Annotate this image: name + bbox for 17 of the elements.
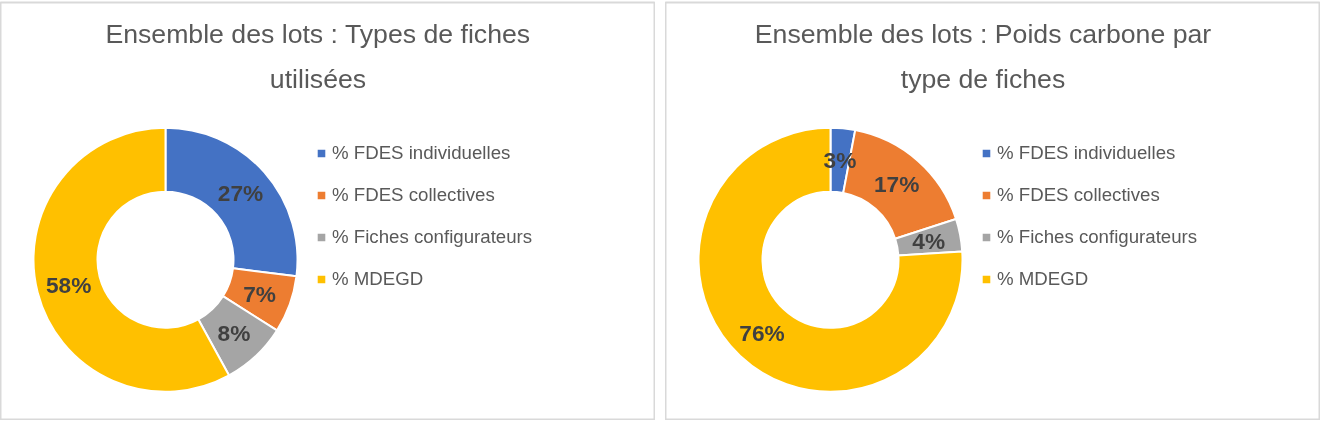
legend-label: % FDES individuelles: [332, 142, 511, 164]
data-label: 7%: [243, 280, 276, 307]
legend-label: % Fiches configurateurs: [997, 226, 1198, 248]
legend-label: % Fiches configurateurs: [332, 226, 533, 248]
legend-label: % FDES individuelles: [997, 142, 1176, 164]
legend-label: % MDEGD: [997, 268, 1089, 290]
legend-label: % FDES collectives: [332, 184, 495, 206]
data-label: 27%: [217, 180, 264, 207]
data-label: 17%: [873, 171, 920, 198]
legend-label: % FDES collectives: [997, 184, 1160, 206]
data-label: 76%: [739, 319, 785, 346]
data-label: 58%: [45, 271, 92, 298]
legend-label: % MDEGD: [332, 268, 424, 290]
data-label: 8%: [217, 319, 251, 346]
data-label: 4%: [912, 227, 946, 254]
chart-title: Ensemble des lots : Types de fiches utilisées: [105, 18, 531, 94]
chart-title: Ensemble des lots : Poids carbone par type de fiches: [754, 18, 1212, 94]
